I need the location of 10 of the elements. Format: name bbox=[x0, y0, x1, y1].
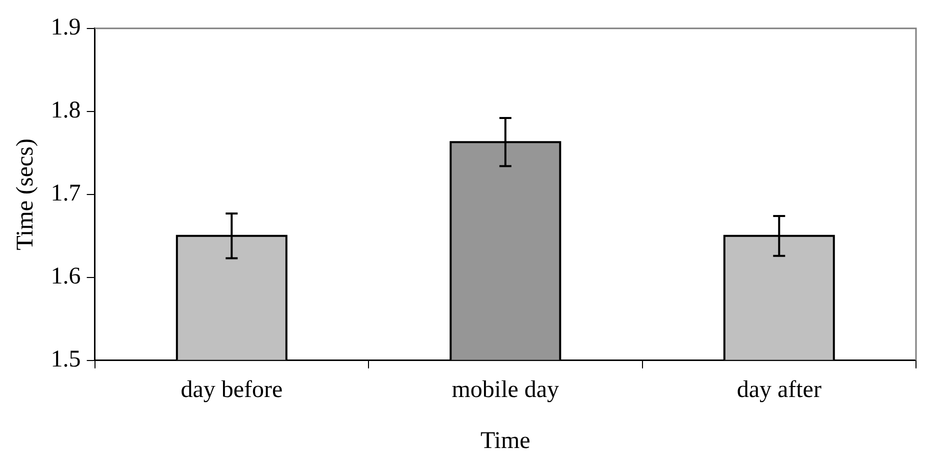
y-tick-label: 1.7 bbox=[50, 180, 81, 207]
y-tick-label: 1.5 bbox=[50, 346, 81, 373]
x-tick-label: day after bbox=[736, 377, 822, 404]
x-axis-title: Time bbox=[480, 428, 530, 454]
x-tick-label: mobile day bbox=[452, 377, 560, 404]
y-tick-label: 1.6 bbox=[50, 264, 81, 290]
y-axis-title: Time (secs) bbox=[12, 138, 39, 250]
y-tick-label: 1.9 bbox=[50, 14, 81, 41]
y-tick-label: 1.8 bbox=[50, 98, 81, 124]
x-tick-label: day before bbox=[180, 377, 283, 404]
